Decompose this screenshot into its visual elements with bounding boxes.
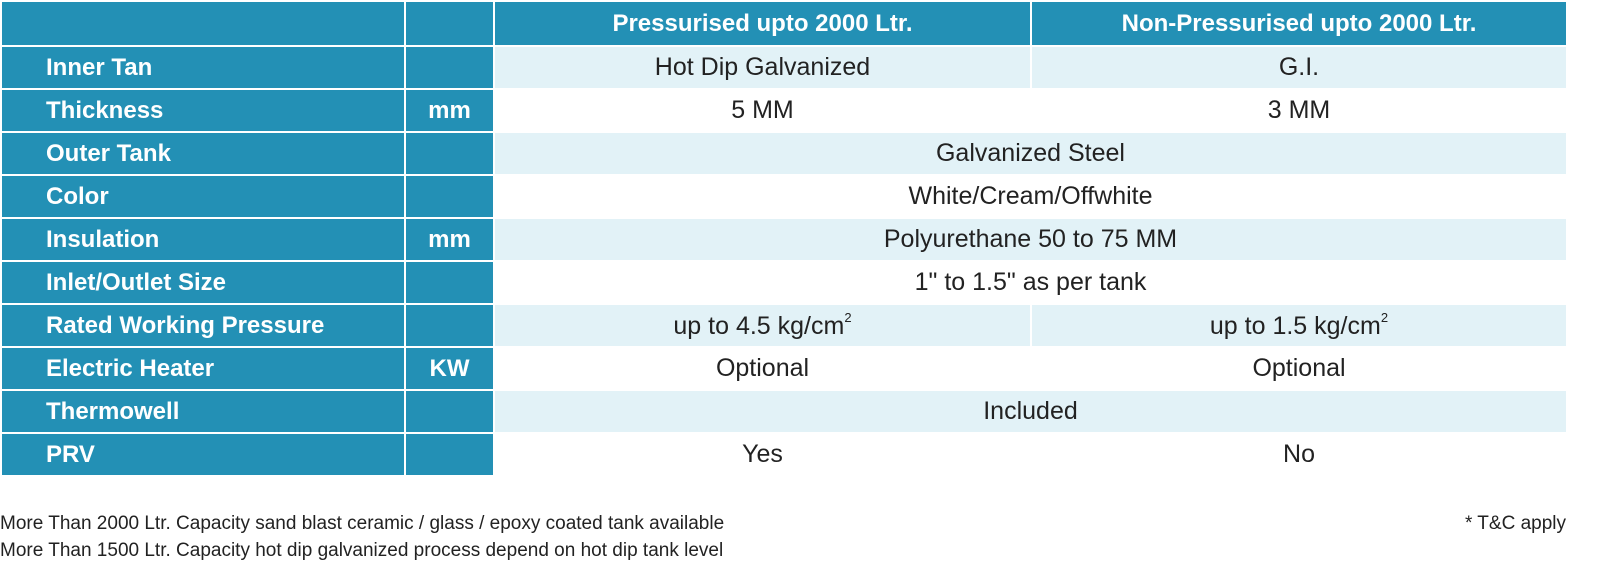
table-row: Thickness mm 5 MM 3 MM bbox=[0, 88, 1568, 133]
value-pressurised-text: up to 4.5 kg/cm bbox=[673, 312, 845, 340]
row-label-text: Thermowell bbox=[46, 397, 180, 425]
header-row: Pressurised upto 2000 Ltr. Non-Pressuris… bbox=[0, 0, 1568, 47]
row-label-text: Outer Tank bbox=[46, 139, 171, 167]
value-both-text: 1" to 1.5" as per tank bbox=[914, 268, 1147, 296]
row-label: PRV bbox=[0, 432, 406, 477]
row-label-text: Inlet/Outlet Size bbox=[46, 268, 227, 296]
value-pressurised-text: Yes bbox=[742, 440, 783, 468]
value-both: 1" to 1.5" as per tank bbox=[493, 260, 1568, 305]
row-unit bbox=[404, 432, 495, 477]
row-label-text: Electric Heater bbox=[46, 354, 215, 382]
value-pressurised: 5 MM bbox=[493, 88, 1032, 133]
value-non-pressurised-text: No bbox=[1283, 440, 1315, 468]
value-non-pressurised-text: G.I. bbox=[1278, 53, 1320, 81]
header-non-pressurised: Non-Pressurised upto 2000 Ltr. bbox=[1030, 0, 1568, 47]
value-pressurised: Yes bbox=[493, 432, 1032, 477]
superscript: 2 bbox=[1380, 310, 1389, 325]
header-unit-cell bbox=[404, 0, 495, 47]
value-both: Polyurethane 50 to 75 MM bbox=[493, 217, 1568, 262]
value-pressurised-text: Hot Dip Galvanized bbox=[654, 53, 871, 81]
value-pressurised-text: 5 MM bbox=[731, 96, 794, 124]
terms-note: * T&C apply bbox=[1464, 513, 1566, 534]
row-unit-text: KW bbox=[429, 354, 470, 382]
row-label: Insulation bbox=[0, 217, 406, 262]
header-pressurised: Pressurised upto 2000 Ltr. bbox=[493, 0, 1032, 47]
value-non-pressurised: No bbox=[1030, 432, 1568, 477]
value-both-text: Galvanized Steel bbox=[935, 139, 1125, 167]
row-unit bbox=[404, 389, 495, 434]
row-label-text: Thickness bbox=[46, 96, 164, 124]
row-unit bbox=[404, 131, 495, 176]
row-label: Inlet/Outlet Size bbox=[0, 260, 406, 305]
value-non-pressurised: up to 1.5 kg/cm2 bbox=[1030, 303, 1568, 348]
value-pressurised: up to 4.5 kg/cm2 bbox=[493, 303, 1032, 348]
value-non-pressurised-text: up to 1.5 kg/cm bbox=[1209, 312, 1381, 340]
value-non-pressurised-text: Optional bbox=[1252, 354, 1346, 382]
table-row: Outer Tank Galvanized Steel bbox=[0, 131, 1568, 176]
footnote-1: More Than 2000 Ltr. Capacity sand blast … bbox=[0, 513, 725, 534]
value-both-text: Polyurethane 50 to 75 MM bbox=[883, 225, 1178, 253]
row-unit-text: mm bbox=[428, 225, 471, 253]
row-label-text: Rated Working Pressure bbox=[46, 311, 325, 339]
value-pressurised: Optional bbox=[493, 346, 1032, 391]
table-row: Thermowell Included bbox=[0, 389, 1568, 434]
value-pressurised-text: Optional bbox=[715, 354, 810, 382]
row-unit bbox=[404, 45, 495, 90]
value-non-pressurised-text: 3 MM bbox=[1267, 96, 1331, 124]
row-label: Color bbox=[0, 174, 406, 219]
row-unit bbox=[404, 260, 495, 305]
row-label-text: PRV bbox=[46, 440, 95, 468]
table-row: Inner Tan Hot Dip Galvanized G.I. bbox=[0, 45, 1568, 90]
row-label: Thickness bbox=[0, 88, 406, 133]
row-unit bbox=[404, 303, 495, 348]
value-both-text: White/Cream/Offwhite bbox=[908, 182, 1153, 210]
table-row: PRV Yes No bbox=[0, 432, 1568, 477]
value-pressurised: Hot Dip Galvanized bbox=[493, 45, 1032, 90]
table-row: Rated Working Pressure up to 4.5 kg/cm2 up… bbox=[0, 303, 1568, 348]
superscript: 2 bbox=[844, 310, 852, 325]
value-both: Galvanized Steel bbox=[493, 131, 1568, 176]
table-row: Electric Heater KW Optional Optional bbox=[0, 346, 1568, 391]
row-unit-text: mm bbox=[428, 96, 471, 124]
row-label-text: Insulation bbox=[46, 225, 160, 253]
row-label-text: Color bbox=[46, 182, 109, 210]
value-both: White/Cream/Offwhite bbox=[493, 174, 1568, 219]
value-both: Included bbox=[493, 389, 1568, 434]
table-row: Color White/Cream/Offwhite bbox=[0, 174, 1568, 219]
row-label: Thermowell bbox=[0, 389, 406, 434]
row-label: Inner Tan bbox=[0, 45, 406, 90]
row-unit: KW bbox=[404, 346, 495, 391]
row-unit: mm bbox=[404, 88, 495, 133]
value-both-text: Included bbox=[983, 397, 1078, 425]
footnote-2: More Than 1500 Ltr. Capacity hot dip gal… bbox=[0, 540, 724, 561]
value-non-pressurised: G.I. bbox=[1030, 45, 1568, 90]
value-non-pressurised: Optional bbox=[1030, 346, 1568, 391]
spec-table: Pressurised upto 2000 Ltr. Non-Pressuris… bbox=[0, 0, 1568, 477]
row-label: Rated Working Pressure bbox=[0, 303, 406, 348]
row-unit bbox=[404, 174, 495, 219]
table-row: Insulation mm Polyurethane 50 to 75 MM bbox=[0, 217, 1568, 262]
row-label-text: Inner Tan bbox=[46, 53, 153, 81]
value-non-pressurised: 3 MM bbox=[1030, 88, 1568, 133]
row-label: Electric Heater bbox=[0, 346, 406, 391]
header-label-cell bbox=[0, 0, 406, 47]
table-row: Inlet/Outlet Size 1" to 1.5" as per tank bbox=[0, 260, 1568, 305]
row-label: Outer Tank bbox=[0, 131, 406, 176]
row-unit: mm bbox=[404, 217, 495, 262]
